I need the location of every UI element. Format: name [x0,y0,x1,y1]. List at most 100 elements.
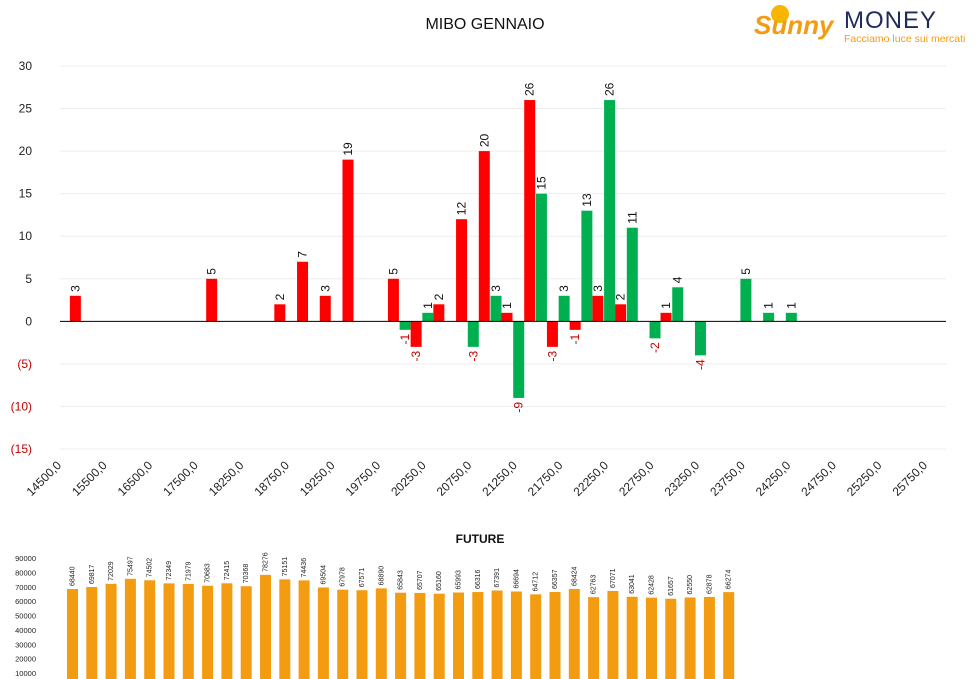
x-tick-label: 24750,0 [798,458,839,499]
y-tick-label: 80000 [15,568,36,577]
logo-tagline: Facciamo luce sui mercati [844,33,965,45]
bar-value-label: 66357 [552,569,559,589]
bar-value-label: 74502 [147,558,154,578]
bar-value-label: 78276 [263,552,270,572]
y-tick-label: 20000 [15,655,36,664]
logo-brand-word: Sunny [754,10,835,40]
x-axis-labels: 14500,0 15500,0 16500,0 17500,0 18250,0 18750… [24,458,931,499]
y-tick-label: 90000 [15,554,36,563]
bar-red [456,219,468,322]
bar-value-label: 62550 [687,575,694,595]
bar-green [467,321,479,347]
future-bar [279,579,291,679]
bar-red [297,261,309,322]
y-tick-label: (5) [17,357,32,371]
bar-value-label: 67571 [359,568,366,588]
bar-value-label: 72029 [108,561,115,581]
x-tick-label: 14500,0 [24,458,65,499]
bar-value-label: 26 [603,82,617,96]
bar-green [740,278,752,322]
future-bar [86,587,98,679]
bar-value-label: 3 [68,285,82,292]
gridlines [60,65,946,450]
bar-value-label: 71979 [185,561,192,581]
bar-value-label: 69817 [89,564,96,584]
bar-red [615,304,627,322]
bar-red [433,304,445,322]
bar-value-label: 1 [500,302,514,309]
bar-value-label: 65993 [456,570,463,590]
future-bar [588,597,600,679]
bars [69,100,797,398]
bar-value-label: 1 [421,302,435,309]
bar-value-label: 74436 [301,558,308,578]
bar-green [513,321,525,398]
future-bar [240,586,252,679]
y-tick-label: 20 [19,144,33,158]
future-bar [182,583,194,679]
y-tick-label: 50000 [15,612,36,621]
bar-value-label: 3 [557,285,571,292]
bar-value-label: 75497 [127,556,134,576]
bar-green [535,193,547,322]
chart-title: MIBO GENNAIO [425,16,545,33]
future-bar [549,591,561,679]
y-tick-label: 15 [19,187,33,201]
x-tick-label: 16500,0 [115,458,156,499]
x-tick-label: 20250,0 [388,458,429,499]
y-tick-label: 40000 [15,626,36,635]
bar-value-label: 66274 [726,570,733,590]
bar-red [592,295,604,322]
bar-red [546,321,558,347]
future-bar [356,590,368,679]
future-bar [723,592,735,679]
x-tick-label: 25250,0 [844,458,885,499]
x-tick-label: 18250,0 [206,458,247,499]
bar-red [569,321,581,330]
bar-value-label: 26 [523,82,537,96]
bar-value-label: 62763 [591,575,598,595]
future-bar [607,590,619,679]
sunny-money-logo: Sunny MONEY Facciamo luce sui mercati [754,5,965,45]
y-tick-label: (10) [11,399,32,413]
bar-green [604,100,616,322]
bar-green [626,227,638,322]
bar-value-label: 68424 [571,566,578,586]
future-bar [124,578,136,679]
bar-red [206,278,218,322]
bar-value-label: -1 [398,334,412,345]
bar-value-label: 68890 [378,566,385,586]
bar-value-label: -2 [648,342,662,353]
bar-value-label: 64712 [533,572,540,592]
bar-value-label: 4 [671,276,685,283]
bar-value-label: 63041 [629,574,636,594]
bar-value-label: 2 [273,293,287,300]
y-tick-label: 70000 [15,583,36,592]
bar-green [649,321,661,339]
bar-value-label: 2 [432,293,446,300]
bar-value-label: -9 [512,402,526,413]
bar-value-label: 65843 [398,570,405,590]
bar-green [490,295,502,322]
bar-value-label: 19 [341,142,355,156]
y-tick-label: 10 [19,229,33,243]
future-bar [221,583,233,679]
bar-value-label: 3 [591,285,605,292]
x-tick-label: 21750,0 [525,458,566,499]
y-axis-labels: 30 25 20 15 10 5 0 (5) (10) (15) [11,59,33,456]
future-bar [298,580,310,679]
future-bar [665,598,677,679]
future-bar [453,592,464,679]
future-bar [530,594,542,679]
bar-green [399,321,411,330]
x-tick-label: 20750,0 [434,458,475,499]
bar-value-label: 13 [580,193,594,207]
bar-red [660,312,672,322]
bar-value-label: 67391 [494,568,501,588]
bars [67,574,735,679]
bar-value-label: 12 [455,202,469,216]
bar-value-label: 72349 [166,561,173,581]
bar-red [410,321,422,347]
y-tick-label: 0 [25,314,32,328]
